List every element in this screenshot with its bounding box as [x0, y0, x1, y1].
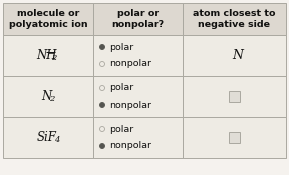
- Circle shape: [99, 144, 105, 149]
- Bar: [3, 76, 93, 117]
- Bar: [93, 117, 183, 158]
- Bar: [93, 3, 183, 35]
- Text: NH: NH: [36, 49, 57, 62]
- Text: 4: 4: [53, 136, 59, 144]
- Text: polar: polar: [109, 124, 133, 134]
- Text: 2: 2: [51, 54, 57, 62]
- Bar: [229, 132, 240, 143]
- Text: nonpolar: nonpolar: [109, 100, 151, 110]
- Bar: [229, 91, 240, 102]
- Bar: [183, 3, 286, 35]
- Bar: [93, 76, 183, 117]
- Circle shape: [99, 44, 105, 50]
- Text: polar: polar: [109, 43, 133, 51]
- Text: SiF: SiF: [36, 131, 56, 144]
- Bar: [3, 3, 93, 35]
- Bar: [3, 117, 93, 158]
- Text: N: N: [41, 90, 51, 103]
- Circle shape: [99, 103, 105, 107]
- Text: polar: polar: [109, 83, 133, 93]
- Circle shape: [99, 61, 105, 66]
- Text: molecule or
polyatomic ion: molecule or polyatomic ion: [9, 9, 87, 29]
- Text: atom closest to
negative side: atom closest to negative side: [193, 9, 276, 29]
- Text: polar or
nonpolar?: polar or nonpolar?: [112, 9, 164, 29]
- Bar: [183, 76, 286, 117]
- Text: nonpolar: nonpolar: [109, 60, 151, 68]
- Bar: [3, 35, 93, 76]
- Text: nonpolar: nonpolar: [109, 142, 151, 150]
- Circle shape: [99, 86, 105, 90]
- Bar: [183, 117, 286, 158]
- Circle shape: [99, 127, 105, 131]
- Text: N: N: [232, 49, 243, 62]
- Bar: [93, 35, 183, 76]
- Text: 2: 2: [49, 95, 55, 103]
- Bar: [183, 35, 286, 76]
